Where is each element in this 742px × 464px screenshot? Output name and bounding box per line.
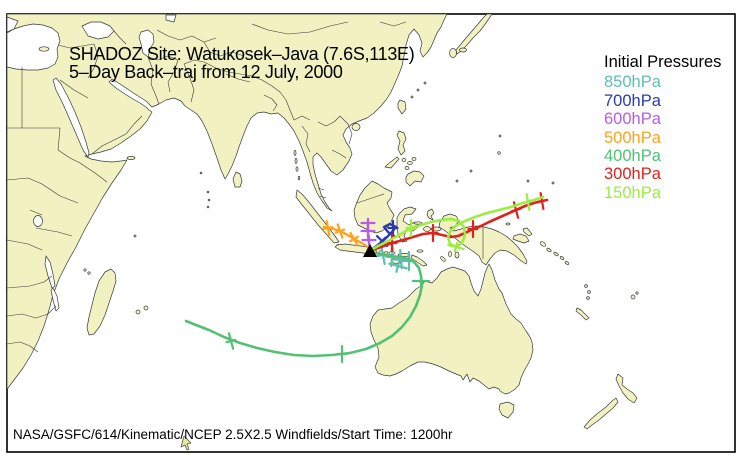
new-ireland	[522, 227, 533, 237]
legend-item-850hpa: 850hPa	[604, 73, 661, 92]
trajectory-400hPa	[184, 250, 431, 364]
timor	[410, 254, 428, 267]
australia	[369, 263, 534, 395]
taiwan	[397, 99, 407, 115]
legend-item-500hpa: 500hPa	[604, 128, 661, 147]
legend: Initial Pressures 850hPa 700hPa 600hPa 5…	[604, 53, 721, 202]
trajectory-500hPa	[322, 220, 373, 252]
sri-lanka	[232, 171, 243, 188]
mouse-cursor-icon	[180, 435, 192, 451]
afro-eurasia-landmass	[7, 14, 448, 390]
attribution-text: NASA/GSFC/614/Kinematic/NCEP 2.5X2.5 Win…	[13, 427, 453, 442]
trajectory-layer	[184, 192, 549, 364]
legend-item-600hpa: 600hPa	[604, 110, 661, 129]
new-zealand-south	[583, 397, 619, 430]
cyprus	[38, 46, 50, 52]
legend-item-400hpa: 400hPa	[604, 147, 661, 166]
legend-title: Initial Pressures	[604, 53, 722, 71]
tasmania	[498, 401, 515, 419]
seas-and-lakes	[7, 14, 177, 312]
hainan	[351, 123, 361, 131]
legend-item-700hpa: 700hPa	[604, 91, 661, 110]
new-caledonia	[575, 307, 590, 321]
landmasses	[7, 14, 639, 430]
trajectory-600hPa	[360, 217, 377, 252]
fiji	[630, 294, 636, 300]
new-zealand-north	[615, 373, 638, 404]
kyushu	[449, 48, 457, 58]
halmahera	[426, 208, 435, 221]
legend-item-300hpa: 300hPa	[604, 165, 661, 184]
socotra	[126, 156, 136, 160]
mindanao	[405, 170, 425, 187]
map-title: SHADOZ Site: Watukosek–Java (7.6S,113E) …	[69, 44, 415, 82]
palawan	[384, 156, 400, 169]
luzon	[396, 130, 407, 156]
madagascar	[86, 268, 117, 336]
islands	[38, 14, 639, 430]
title-line-2: 5–Day Back–traj from 12 July, 2000	[69, 62, 343, 82]
legend-item-150hpa: 150hPa	[604, 183, 661, 202]
title-line-1: SHADOZ Site: Watukosek–Java (7.6S,113E)	[69, 44, 415, 64]
site-marker	[363, 244, 377, 257]
new-britain	[512, 233, 530, 244]
trajectory-150hPa	[369, 193, 545, 253]
country-borders	[7, 21, 484, 353]
